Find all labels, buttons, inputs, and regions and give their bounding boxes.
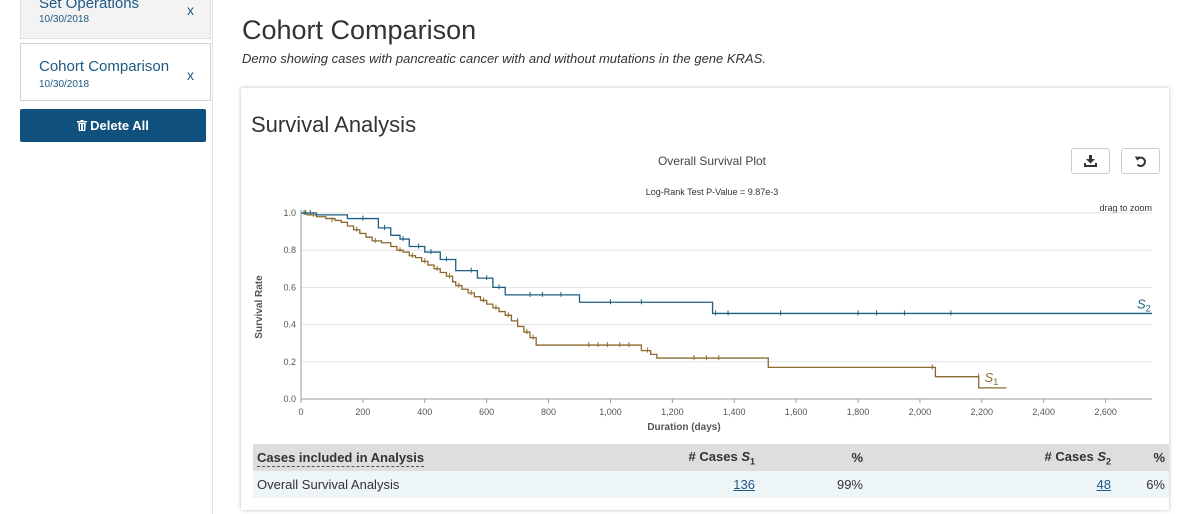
y-tick-label: 0.4 [283,320,296,330]
reset-icon [1134,156,1146,167]
x-tick-label: 1,400 [723,407,746,417]
delete-all-label: Delete All [90,118,149,133]
series-label-subscript: 1 [993,377,998,387]
col-header-cases-included: Cases included in Analysis [253,444,591,471]
series-lines: S1 S2 [301,210,1152,389]
x-tick-label: 1,800 [847,407,870,417]
page-description: Demo showing cases with pancreatic cance… [242,51,766,66]
set-card-title: Set Operations [39,0,140,12]
table-header-row: Cases included in Analysis # Cases S1 % … [253,444,1169,471]
cases-table: Cases included in Analysis # Cases S1 % … [253,444,1169,498]
x-tick-label: 200 [355,407,370,417]
y-tick-label: 1.0 [283,208,296,218]
y-tick-label: 0.6 [283,282,296,292]
set-card-title: Cohort Comparison [39,58,170,75]
y-tick-label: 0.2 [283,357,296,367]
drag-to-zoom-hint: drag to zoom [1099,203,1152,213]
x-tick-label: 2,000 [909,407,932,417]
survival-plot[interactable]: Overall Survival Plot Log-Rank Test P-Va… [241,88,1169,438]
grid [301,212,1152,400]
cases-s1-link[interactable]: 136 [733,477,755,492]
plot-title: Overall Survival Plot [658,154,767,168]
pct-s1: 99% [759,471,867,498]
series-label-subscript: 2 [1146,303,1151,313]
col-header-cases-s1: # Cases S1 [591,444,759,471]
x-tick-label: 2,600 [1094,407,1117,417]
pct-s2: 6% [1115,471,1169,498]
survival-analysis-panel: Survival Analysis Overall Survival Plot … [241,88,1169,510]
x-tick-label: 1,200 [661,407,684,417]
col-header-cases-s2: # Cases S2 [867,444,1115,471]
set-card-date: 10/30/2018 [39,14,90,25]
axes: 0.0 0.2 0.4 0.6 0.8 1.0 0 200 400 600 800 1,000 1,20… [283,208,1152,417]
series-label-s1: S1 [985,370,999,387]
x-tick-label: 1,600 [785,407,808,417]
series-label-s2: S2 [1137,296,1151,313]
reset-zoom-button[interactable] [1121,148,1160,174]
col-header-pct-s2: % [1115,444,1169,471]
set-card-date: 10/30/2018 [39,79,90,90]
series-line-s2 [301,212,1152,315]
close-icon[interactable]: x [187,67,194,83]
table-row: Overall Survival Analysis 136 99% 48 6% [253,471,1169,498]
x-tick-label: 0 [298,407,303,417]
download-icon [1084,155,1097,167]
download-button[interactable] [1071,148,1110,174]
x-tick-label: 600 [479,407,494,417]
panel-title: Survival Analysis [251,112,417,137]
y-tick-label: 0.0 [283,394,296,404]
plot-subtitle: Log-Rank Test P-Value = 9.87e-3 [646,187,779,197]
page-title: Cohort Comparison [242,15,477,45]
x-tick-label: 2,400 [1032,407,1055,417]
x-tick-label: 2,200 [971,407,994,417]
set-card-set-operations[interactable]: Set Operations 10/30/2018 x [20,0,211,39]
x-tick-label: 800 [541,407,556,417]
close-icon[interactable]: x [187,2,194,18]
cases-s2-link[interactable]: 48 [1096,477,1111,492]
x-tick-label: 1,000 [599,407,622,417]
delete-all-button[interactable]: Delete All [20,109,206,142]
x-tick-label: 400 [417,407,432,417]
col-header-pct-s1: % [759,444,867,471]
trash-icon [77,120,88,131]
x-axis-label: Duration (days) [647,422,720,433]
y-tick-label: 0.8 [283,245,296,255]
row-label: Overall Survival Analysis [253,471,591,498]
sidebar: Set Operations 10/30/2018 x Cohort Compa… [0,0,213,514]
y-axis-label: Survival Rate [254,275,265,339]
set-card-cohort-comparison[interactable]: Cohort Comparison 10/30/2018 x [20,43,211,101]
